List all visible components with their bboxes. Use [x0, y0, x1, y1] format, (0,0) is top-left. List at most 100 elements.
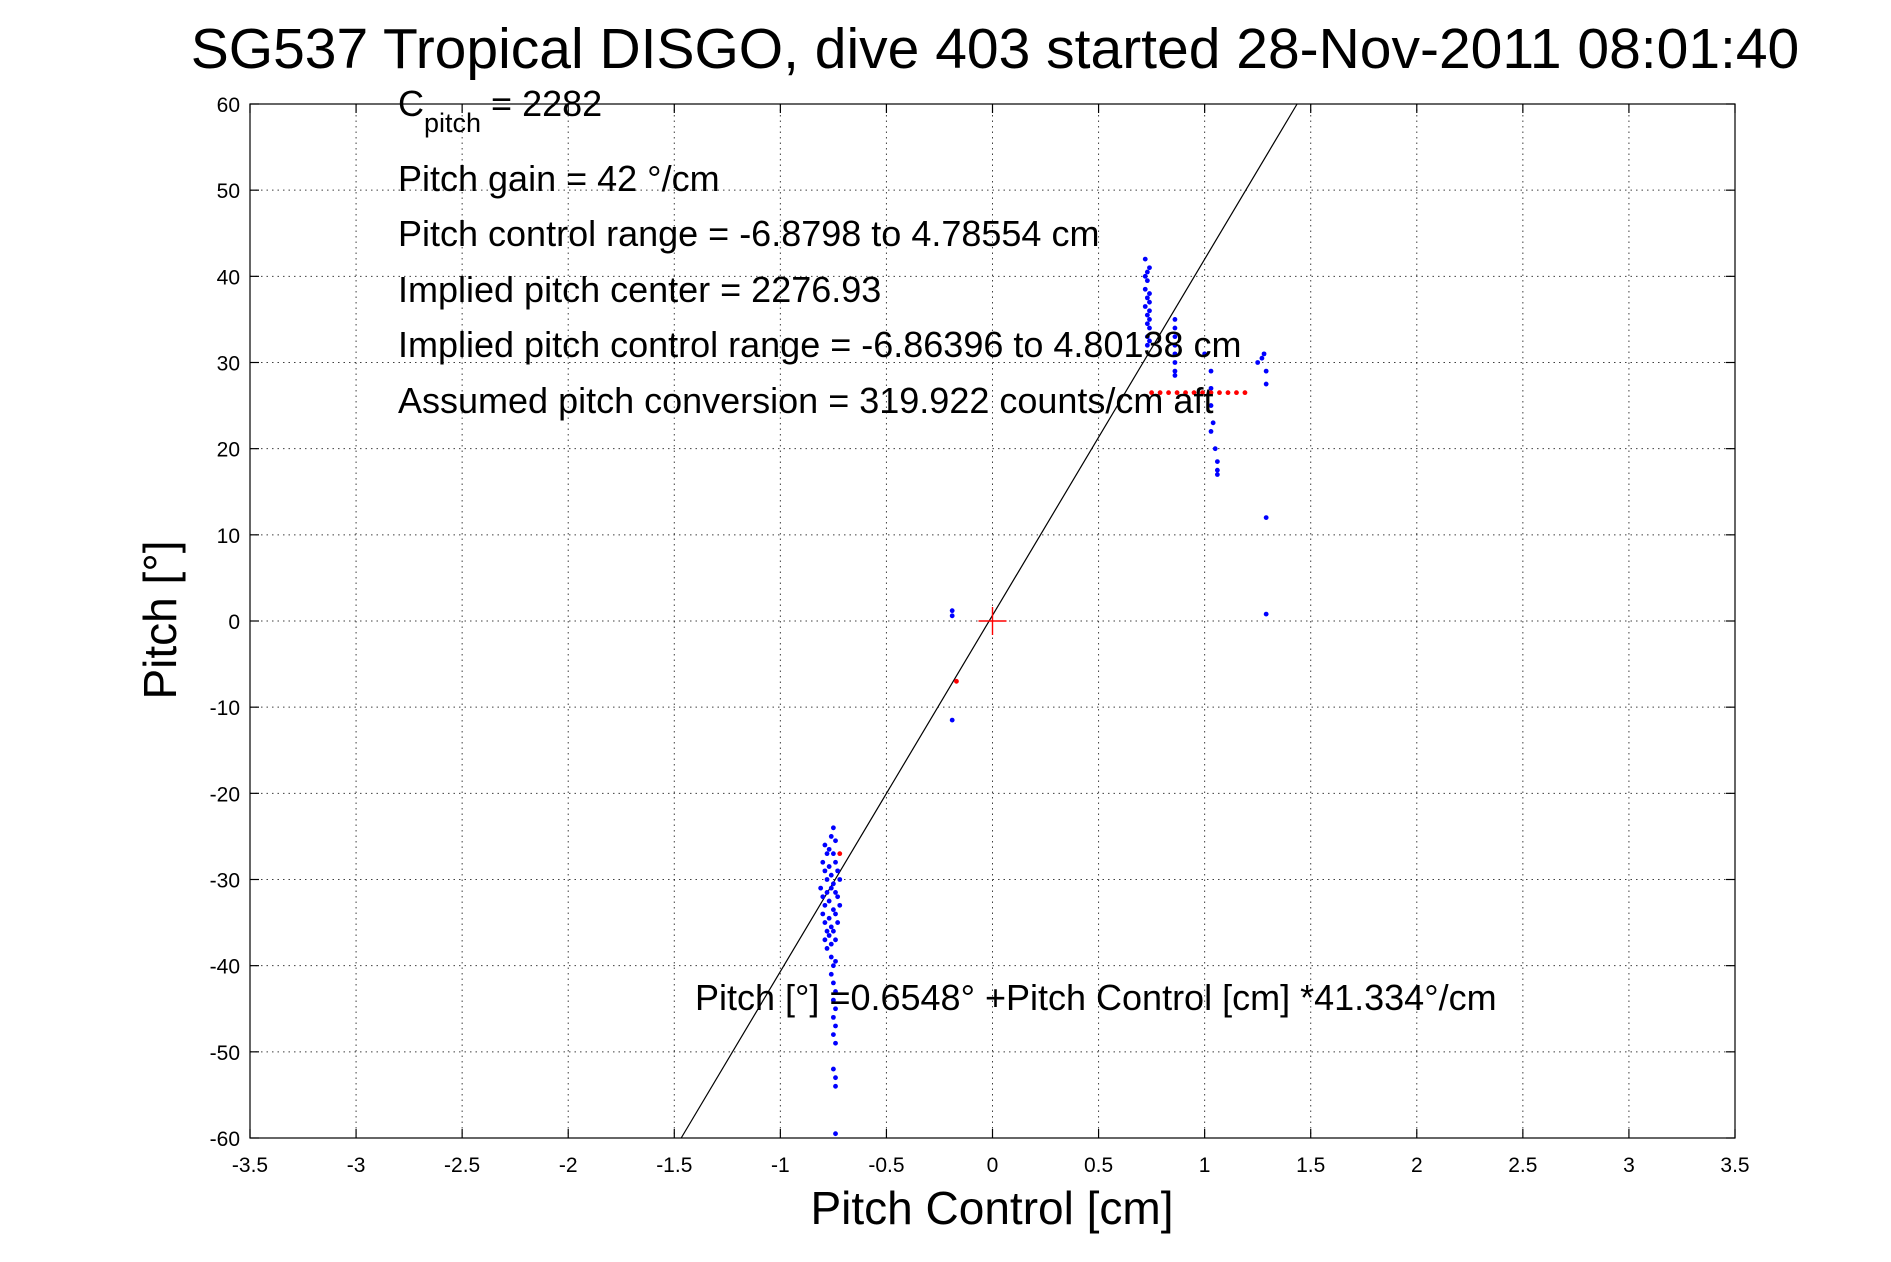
data-point — [830, 851, 836, 857]
data-point — [1208, 429, 1214, 434]
data-point — [1210, 420, 1216, 426]
data-point — [1142, 273, 1148, 279]
data-point — [820, 894, 826, 900]
x-tick-label: -3 — [347, 1154, 366, 1177]
data-point — [828, 834, 834, 839]
data-point — [1172, 373, 1178, 378]
data-point — [833, 937, 838, 943]
data-point — [1214, 467, 1220, 473]
axis-ticks — [249, 103, 1736, 1139]
x-tick-label: 2 — [1411, 1154, 1423, 1177]
data-point — [830, 928, 836, 934]
data-point — [1172, 368, 1178, 374]
data-point — [826, 898, 832, 904]
y-tick-label: 60 — [217, 94, 240, 117]
data-point — [818, 885, 824, 891]
y-tick-label: 0 — [228, 611, 240, 634]
data-point — [1144, 334, 1150, 340]
data-point — [828, 971, 834, 977]
y-tick-label: -40 — [210, 956, 240, 979]
data-point — [833, 859, 838, 865]
x-tick-label: -1.5 — [656, 1154, 692, 1177]
data-point — [822, 842, 828, 848]
data-point — [1261, 351, 1267, 357]
data-point — [826, 864, 832, 869]
c-pitch-value: = 2282 — [481, 83, 602, 124]
data-point — [1208, 403, 1214, 408]
data-point — [826, 915, 832, 921]
data-point — [1255, 360, 1261, 365]
data-point — [833, 1006, 838, 1012]
y-tick-label: -20 — [210, 783, 240, 806]
data-point — [826, 846, 832, 852]
data-point — [822, 920, 828, 925]
data-point — [1147, 308, 1152, 314]
x-tick-label: 0 — [987, 1154, 999, 1177]
data-point — [1147, 317, 1152, 322]
data-point — [949, 608, 955, 614]
data-point — [1208, 390, 1214, 396]
data-point — [830, 825, 836, 831]
y-tick-label: 50 — [217, 180, 240, 203]
x-tick-label: 3 — [1623, 1154, 1635, 1177]
data-point — [1142, 256, 1148, 262]
data-point — [1183, 390, 1188, 396]
data-point — [1212, 446, 1218, 452]
data-point — [833, 1083, 838, 1089]
data-point — [1259, 355, 1265, 361]
data-point — [833, 1131, 838, 1137]
data-point — [824, 851, 830, 857]
data-point — [1142, 286, 1148, 292]
data-point — [833, 1040, 838, 1046]
data-point — [1142, 304, 1148, 309]
data-point — [1172, 317, 1178, 322]
data-point — [820, 859, 826, 865]
data-point — [1225, 390, 1231, 396]
data-point — [830, 881, 836, 887]
data-point — [1217, 390, 1222, 396]
annotation-pitch-gain: Pitch gain = 42 °/cm — [398, 158, 720, 199]
data-point — [830, 907, 836, 913]
y-tick-label: 10 — [217, 525, 240, 548]
x-tick-label: 1.5 — [1296, 1154, 1325, 1177]
data-points — [818, 256, 1269, 1137]
data-point — [1147, 299, 1152, 305]
data-point — [949, 717, 955, 723]
data-point — [833, 1023, 838, 1029]
c-pitch-subscript: pitch — [424, 108, 481, 138]
data-point — [1172, 342, 1178, 348]
series-1 — [837, 390, 1248, 857]
x-tick-label: -1 — [771, 1154, 790, 1177]
data-point — [828, 954, 834, 960]
data-point — [1174, 390, 1180, 396]
data-point — [833, 911, 838, 917]
data-point — [1263, 515, 1269, 520]
x-tick-label: -2.5 — [444, 1154, 480, 1177]
data-point — [1172, 325, 1178, 331]
data-point — [1208, 385, 1214, 391]
data-point — [1234, 390, 1239, 396]
data-point — [1147, 291, 1152, 296]
data-point — [822, 937, 828, 943]
c-pitch-symbol: C — [398, 83, 424, 124]
data-point — [830, 980, 836, 986]
data-point — [1172, 334, 1178, 340]
chart-title: SG537 Tropical DISGO, dive 403 started 2… — [191, 17, 1800, 81]
data-point — [837, 877, 843, 882]
data-point — [1214, 459, 1220, 464]
data-point — [1149, 390, 1155, 396]
data-point — [828, 924, 834, 930]
data-point — [824, 877, 830, 882]
data-point — [822, 868, 828, 874]
data-point — [824, 946, 830, 951]
data-point — [1172, 360, 1178, 365]
y-tick-label: 20 — [217, 439, 240, 462]
data-point — [830, 1032, 836, 1037]
series-0 — [818, 256, 1269, 1137]
fit-line-layer — [680, 103, 1298, 1139]
data-point — [833, 890, 838, 895]
data-point — [954, 678, 959, 684]
data-point — [833, 838, 838, 844]
annotation-implied-pitch-center: Implied pitch center = 2276.93 — [398, 269, 881, 310]
